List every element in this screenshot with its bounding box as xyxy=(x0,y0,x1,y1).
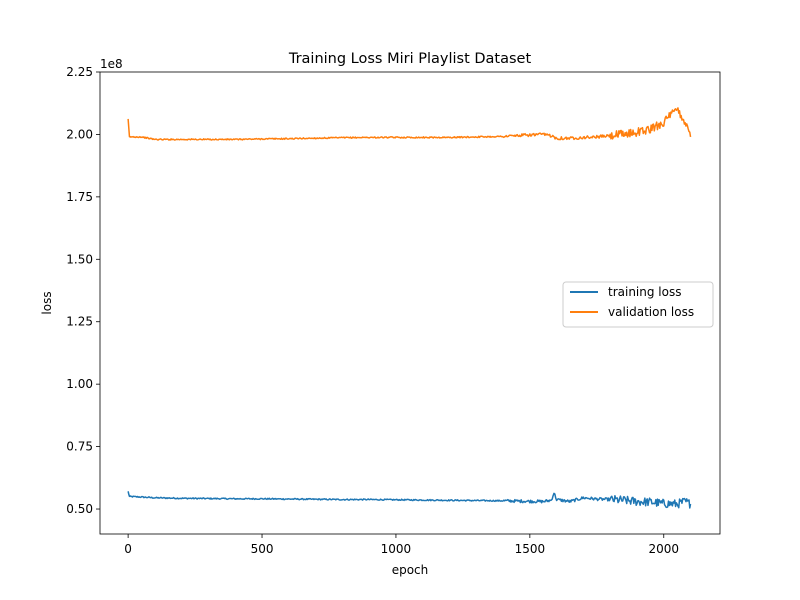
y-tick-label: 1.00 xyxy=(66,377,93,391)
y-tick-label: 0.75 xyxy=(66,440,93,454)
axes-frame xyxy=(99,71,721,535)
y-axis-ticks: 0.50 0.75 1.00 1.25 1.50 1.75 2.00 2.25 xyxy=(66,65,100,516)
y-tick-label: 2.00 xyxy=(66,127,93,141)
y-tick-label: 1.25 xyxy=(66,315,93,329)
y-tick-label: 1.50 xyxy=(66,252,93,266)
x-tick-label: 1500 xyxy=(515,542,546,556)
x-tick-label: 500 xyxy=(251,542,274,556)
training-loss-line xyxy=(127,491,692,509)
legend-training-label: training loss xyxy=(608,285,681,299)
series-group xyxy=(127,107,692,509)
legend-box xyxy=(562,281,714,328)
legend: training loss validation loss xyxy=(562,281,714,328)
legend-validation-label: validation loss xyxy=(608,305,694,319)
x-axis-ticks: 0 500 1000 1500 2000 xyxy=(124,534,679,556)
y-axis-label: loss xyxy=(40,291,54,314)
y-tick-label: 1.75 xyxy=(66,190,93,204)
y-offset-text: 1e8 xyxy=(100,57,123,71)
validation-loss-line xyxy=(127,107,692,141)
y-tick-label: 0.50 xyxy=(66,502,93,516)
chart-title: Training Loss Miri Playlist Dataset xyxy=(288,51,532,67)
y-tick-label: 2.25 xyxy=(66,65,93,79)
x-tick-label: 2000 xyxy=(648,542,679,556)
x-axis-label: epoch xyxy=(392,563,429,577)
x-tick-label: 1000 xyxy=(381,542,412,556)
x-tick-label: 0 xyxy=(124,542,132,556)
